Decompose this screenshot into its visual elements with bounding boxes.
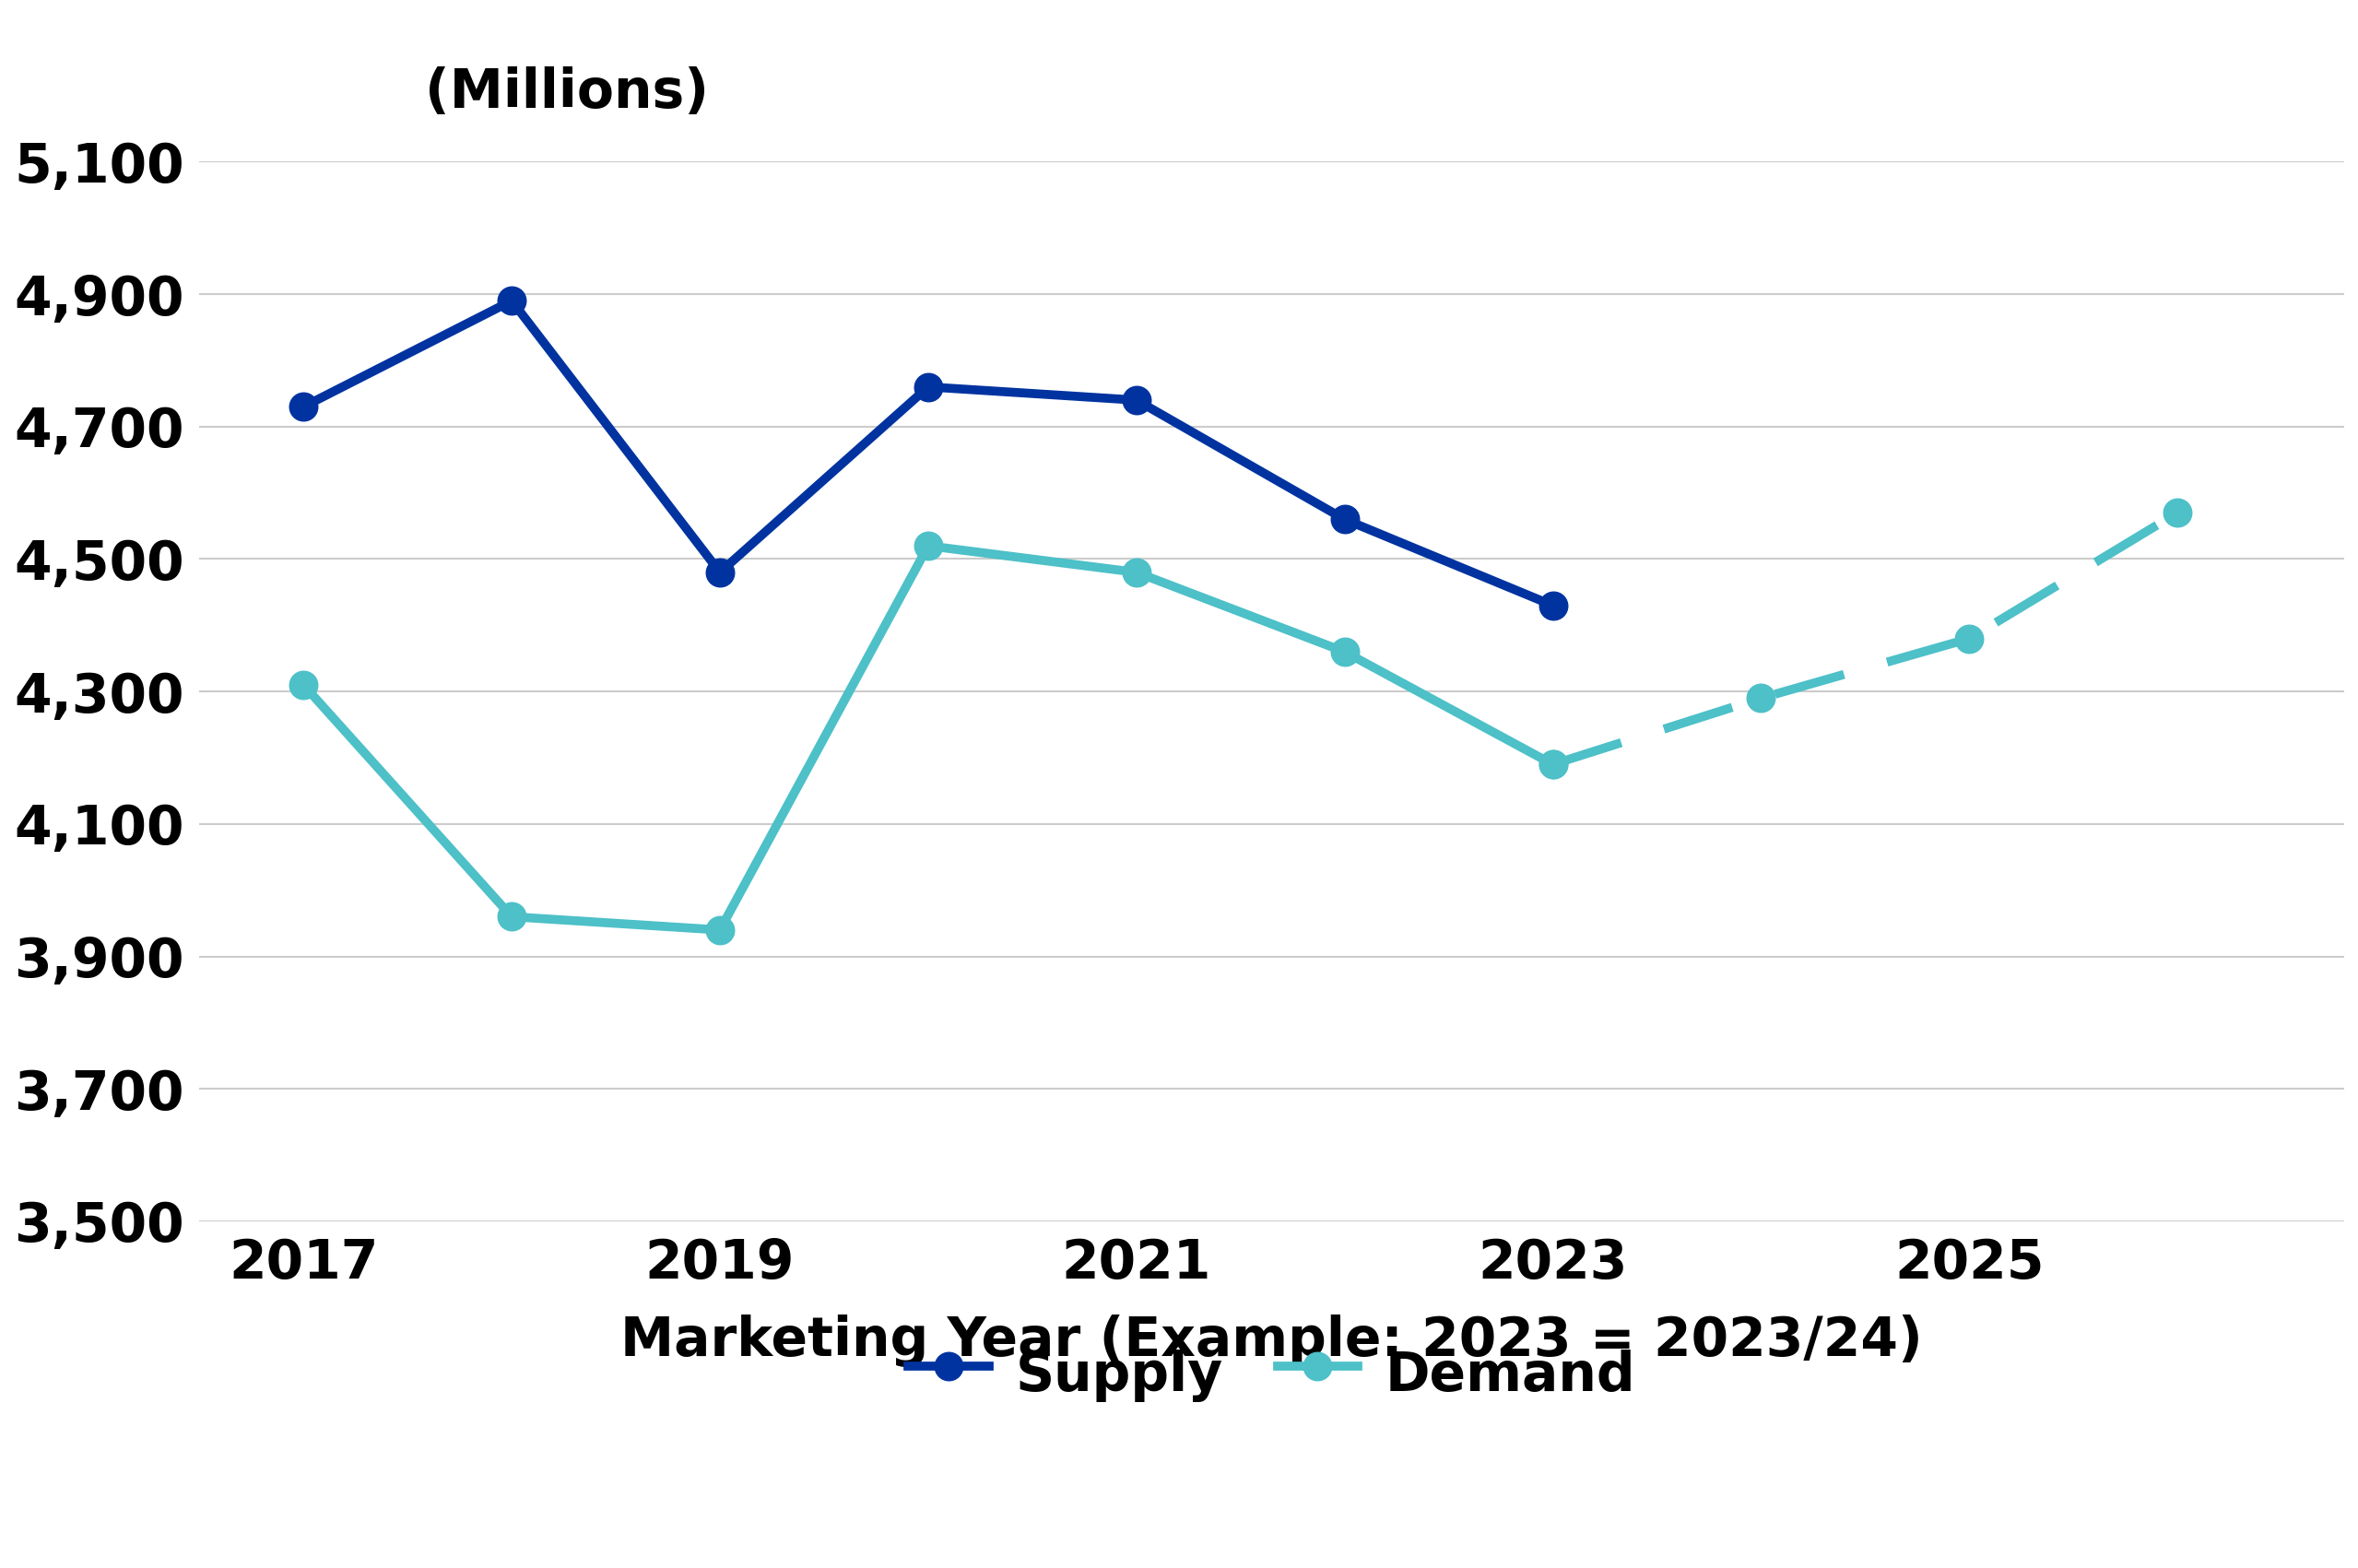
X-axis label: Marketing Year (Example: 2023 = 2023/24): Marketing Year (Example: 2023 = 2023/24): [620, 1316, 1922, 1367]
Legend: Supply, Demand: Supply, Demand: [887, 1319, 1658, 1427]
Text: (Millions): (Millions): [424, 67, 707, 119]
